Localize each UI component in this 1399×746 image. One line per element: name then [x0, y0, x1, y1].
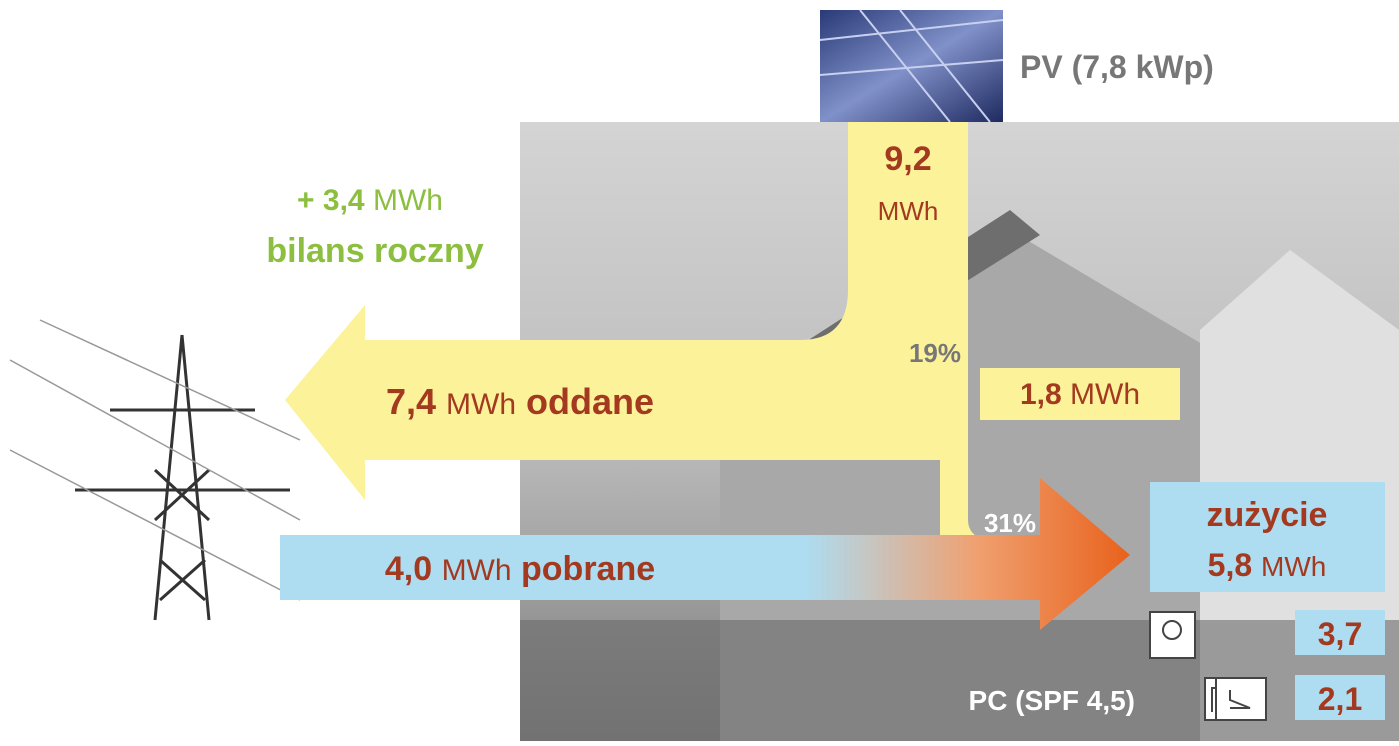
icons	[1149, 611, 1267, 721]
consumption-unit: MWh	[1261, 551, 1326, 582]
import-label: pobrane	[521, 550, 655, 588]
heat-pump-box	[1295, 675, 1385, 720]
consumption-label: zużycie	[1207, 496, 1328, 534]
balance-unit: MWh	[373, 184, 443, 217]
household-value: 3,7	[1318, 616, 1362, 652]
consumption-value: 5,8	[1208, 547, 1252, 583]
consumption-box	[1150, 482, 1385, 592]
heat-pump-label: PC (SPF 4,5)	[969, 685, 1135, 716]
import-value: 4,0	[385, 550, 432, 588]
consumption: 5,8 MWh	[1208, 547, 1327, 583]
export-label: oddane	[526, 381, 654, 422]
export-value: 7,4	[386, 381, 436, 422]
export: 7,4 MWh oddane	[386, 381, 654, 422]
import-unit: MWh	[442, 554, 512, 587]
pv-unit: MWh	[878, 196, 939, 226]
export-unit: MWh	[446, 388, 516, 421]
self-use-percent: 19%	[909, 338, 961, 368]
import-flow	[280, 478, 1130, 630]
self-use-unit: MWh	[1070, 378, 1140, 411]
pv-value: 9,2	[884, 140, 931, 178]
solar-panel	[819, 9, 1004, 123]
pv-label: PV (7,8 kWp)	[1020, 49, 1214, 85]
balance-label: bilans roczny	[266, 232, 483, 270]
export-flow	[285, 122, 1180, 545]
self-use-box	[980, 368, 1180, 420]
balance: + 3,4 MWh	[297, 184, 443, 217]
self-use-value: 1,8	[1020, 378, 1062, 411]
balance-value: + 3,4	[297, 184, 365, 217]
power-pylon	[9, 319, 301, 621]
import: 4,0 MWh pobrane	[385, 550, 655, 588]
import-share: 31%	[984, 508, 1036, 538]
heat-pump-value: 2,1	[1318, 681, 1362, 717]
self-use: 1,8 MWh	[1020, 378, 1140, 411]
household-box	[1295, 610, 1385, 655]
